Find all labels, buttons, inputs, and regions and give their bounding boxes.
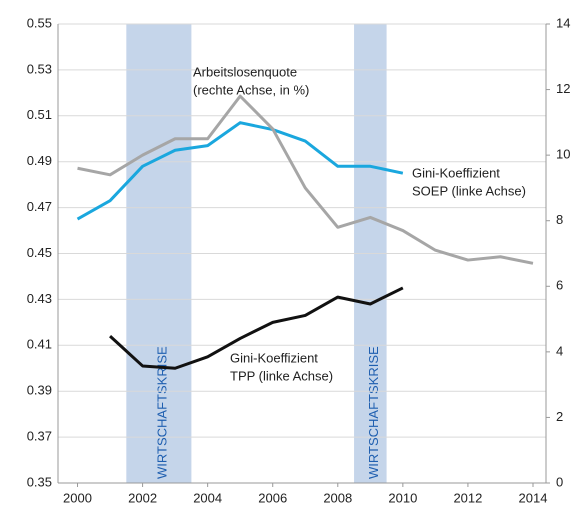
series-line [77, 94, 534, 265]
y2-tick-label: 10 [556, 147, 570, 162]
y-tick-label: 0.35 [27, 474, 52, 489]
y-tick-label: 0.39 [27, 383, 52, 398]
series-line [109, 286, 404, 370]
y-tick-label: 0.55 [27, 15, 52, 30]
y2-tick-label: 12 [556, 81, 570, 96]
x-tick-label: 2000 [63, 490, 92, 505]
annotation: SOEP (linke Achse) [412, 183, 526, 198]
y2-tick-label: 6 [556, 278, 563, 293]
y-tick-label: 0.43 [27, 291, 52, 306]
y2-tick-label: 0 [556, 474, 563, 489]
y-tick-label: 0.37 [27, 429, 52, 444]
x-tick-label: 2010 [388, 490, 417, 505]
y-tick-label: 0.49 [27, 153, 52, 168]
y-tick-label: 0.47 [27, 199, 52, 214]
y2-tick-label: 14 [556, 15, 570, 30]
y2-tick-label: 4 [556, 343, 563, 358]
y2-tick-label: 2 [556, 409, 563, 424]
annotation: (rechte Achse, in %) [193, 82, 309, 97]
crisis-label: WIRTSCHAFTSKRISE [154, 346, 169, 479]
annotation: Arbeitslosenquote [193, 64, 297, 79]
crisis-label: WIRTSCHAFTSKRISE [366, 346, 381, 479]
y-tick-label: 0.45 [27, 245, 52, 260]
x-tick-label: 2004 [193, 490, 222, 505]
x-tick-label: 2006 [258, 490, 287, 505]
annotation: Gini-Koeffizient [230, 350, 318, 365]
annotation: TPP (linke Achse) [230, 368, 333, 383]
x-tick-label: 2014 [519, 490, 548, 505]
y-tick-label: 0.51 [27, 107, 52, 122]
x-tick-label: 2012 [453, 490, 482, 505]
series-line [76, 121, 404, 221]
y-tick-label: 0.41 [27, 337, 52, 352]
y2-tick-label: 8 [556, 212, 563, 227]
x-tick-label: 2002 [128, 490, 157, 505]
x-tick-label: 2008 [323, 490, 352, 505]
annotation: Gini-Koeffizient [412, 165, 500, 180]
y-tick-label: 0.53 [27, 61, 52, 76]
